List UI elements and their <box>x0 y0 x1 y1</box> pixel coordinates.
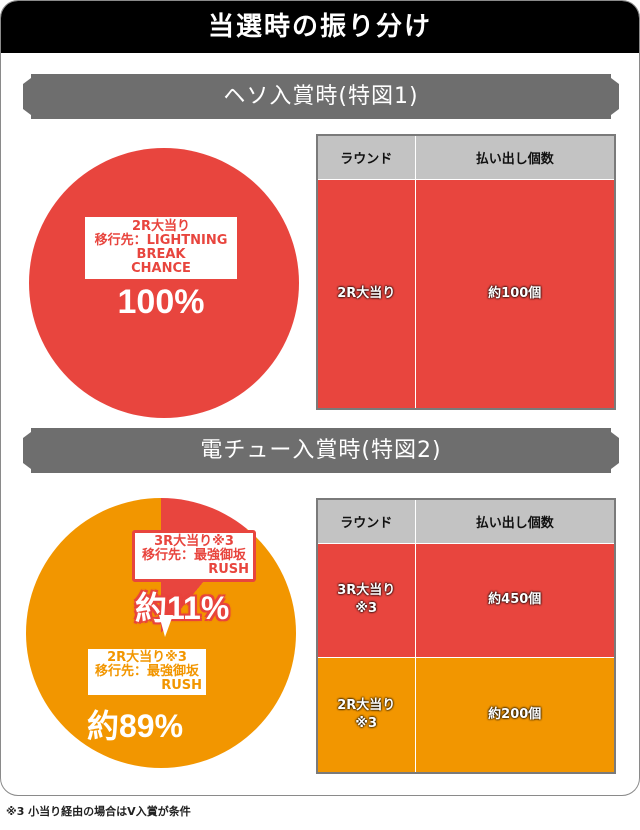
page-title: 当選時の振り分け <box>1 1 639 53</box>
pie-percent-3r: 約11% <box>135 590 230 626</box>
pie-percent-heso: 100% <box>117 283 205 321</box>
footnote: ※3 小当り経由の場合はV入賞が条件 <box>6 805 191 818</box>
section-heading-heso: ヘソ入賞時(特図1) <box>23 74 619 119</box>
table-row: 2R大当り 約100個 <box>316 178 616 410</box>
payout-table-heso: ラウンド 払い出し個数 2R大当り 約100個 <box>316 134 616 410</box>
payout-cell: 約200個 <box>414 656 616 774</box>
round-cell: 2R大当り <box>316 178 416 410</box>
pie-label-2r: 2R大当り※3 移行先：最強御坂 RUSH <box>88 649 206 695</box>
column-header-payout: 払い出し個数 <box>414 498 616 544</box>
column-header-round: ラウンド <box>316 498 416 544</box>
column-header-payout: 払い出し個数 <box>414 134 616 180</box>
pie-percent-2r: 約89% <box>87 708 184 744</box>
payout-cell: 約100個 <box>414 178 616 410</box>
section-heading-denchu: 電チュー入賞時(特図2) <box>23 428 619 473</box>
callout-pointer <box>159 615 173 637</box>
pie-label-3r: 3R大当り※3 移行先：最強御坂 RUSH <box>132 530 256 582</box>
round-cell: 2R大当り ※3 <box>316 656 416 774</box>
pie-label-heso: 2R大当り 移行先：LIGHTNING BREAK CHANCE <box>85 217 237 279</box>
column-header-round: ラウンド <box>316 134 416 180</box>
distribution-panel: 当選時の振り分け ヘソ入賞時(特図1) 2R大当り 移行先：LIGHTNING … <box>0 0 640 796</box>
payout-table-denchu: ラウンド 払い出し個数 3R大当り ※3 約450個 2R大当り ※3 約200… <box>316 498 616 774</box>
pie-chart-heso <box>29 148 299 418</box>
round-cell: 3R大当り ※3 <box>316 542 416 658</box>
payout-cell: 約450個 <box>414 542 616 658</box>
table-row: 2R大当り ※3 約200個 <box>316 656 616 774</box>
table-row: 3R大当り ※3 約450個 <box>316 542 616 658</box>
